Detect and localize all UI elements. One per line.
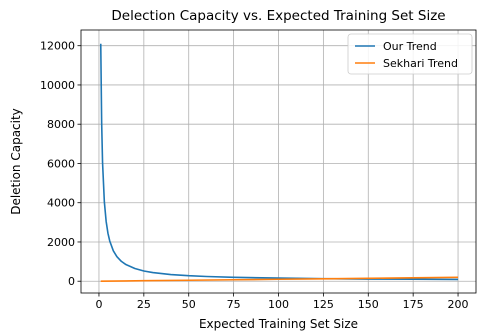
legend-label-0: Our Trend: [383, 40, 437, 53]
x-tick-label: 75: [227, 298, 241, 311]
x-tick-label: 200: [448, 298, 469, 311]
x-tick-label: 25: [137, 298, 151, 311]
y-tick-label: 6000: [47, 157, 75, 170]
y-tick-label: 8000: [47, 118, 75, 131]
x-tick-label: 50: [182, 298, 196, 311]
y-tick-label: 2000: [47, 236, 75, 249]
x-axis-label: Expected Training Set Size: [199, 317, 358, 331]
y-tick-label: 0: [68, 275, 75, 288]
x-tick-label: 150: [358, 298, 379, 311]
legend-box: [347, 33, 473, 75]
ticks: 0 25 50 75 100 125 150 175 200020004000600080001…: [40, 40, 469, 311]
x-tick-label: 125: [313, 298, 334, 311]
x-tick-label: 0: [95, 298, 102, 311]
y-tick-label: 10000: [40, 79, 75, 92]
series-lines: [99, 43, 459, 282]
x-tick-label: 175: [403, 298, 424, 311]
series-line-0: [99, 43, 459, 281]
chart-title: Delection Capacity vs. Expected Training…: [111, 8, 445, 24]
y-tick-label: 4000: [47, 197, 75, 210]
series-line-1: [100, 276, 459, 282]
y-tick-label: 12000: [40, 40, 75, 53]
legend-label-1: Sekhari Trend: [383, 57, 458, 70]
legend: Our Trend Sekhari Trend: [347, 33, 473, 75]
grid: [81, 30, 476, 293]
y-axis-label: Deletion Capacity: [9, 108, 23, 215]
x-tick-label: 100: [268, 298, 289, 311]
